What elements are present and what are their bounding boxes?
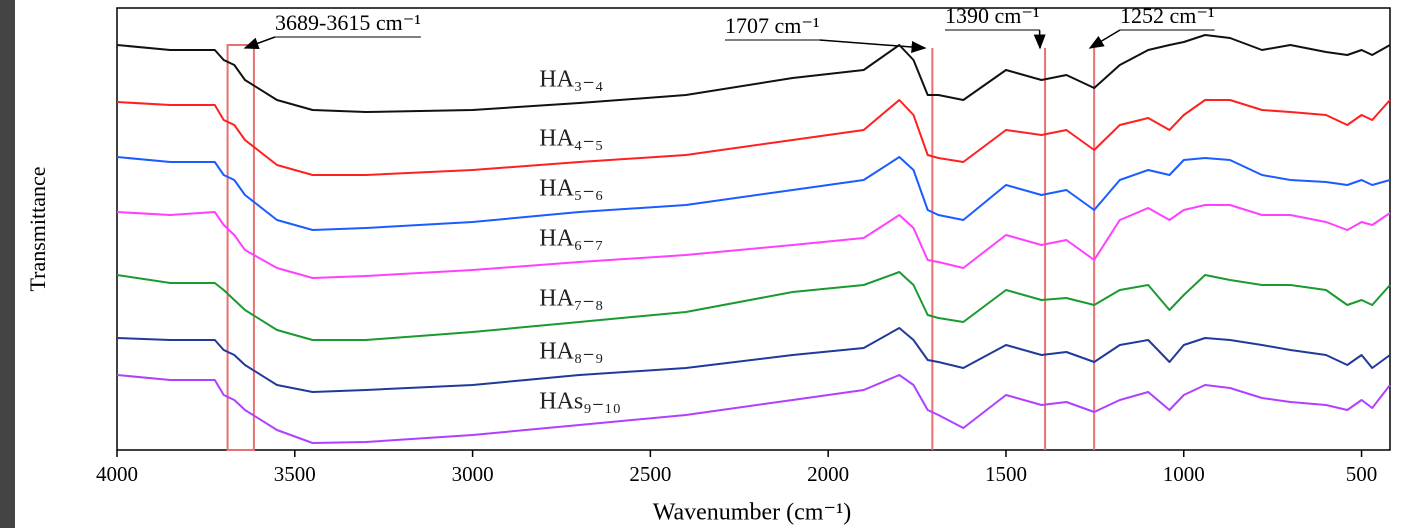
x-tick-label: 3500: [274, 462, 316, 486]
series-label: HA₄₋₅: [539, 126, 603, 152]
x-tick-label: 1500: [985, 462, 1027, 486]
band-marker: [226, 44, 255, 451]
spectrum-line: [116, 156, 1391, 231]
spectrum-line: [116, 204, 1391, 279]
annotation-arrow: [819, 39, 927, 53]
photo-strip: [0, 0, 15, 528]
y-axis-label: Transmittance: [25, 166, 50, 291]
series-label: HAs₉₋₁₀: [539, 389, 621, 415]
annotation-label: 1707 cm⁻¹: [725, 13, 820, 38]
series-label: HA₃₋₄: [539, 67, 603, 93]
series-label: HA₆₋₇: [539, 226, 603, 252]
x-tick-label: 500: [1346, 462, 1378, 486]
spectrum-line: [116, 271, 1391, 341]
x-tick-label: 4000: [96, 462, 138, 486]
spectrum-line: [116, 34, 1391, 113]
annotation-label: 3689-3615 cm⁻¹: [275, 10, 421, 35]
plot-frame: [116, 7, 1391, 451]
annotation-label: 1390 cm⁻¹: [945, 3, 1040, 28]
annotation-arrow: [243, 36, 276, 49]
spectrum-line: [116, 99, 1391, 176]
x-axis-label: Wavenumber (cm⁻¹): [653, 500, 852, 526]
annotation-label: 1252 cm⁻¹: [1120, 3, 1215, 28]
series-label: HA₈₋₉: [539, 339, 603, 365]
x-tick-label: 2000: [807, 462, 849, 486]
spectrum-line: [116, 327, 1391, 393]
series-label: HA₇₋₈: [539, 286, 603, 312]
x-tick-label: 3000: [452, 462, 494, 486]
series-label: HA₅₋₆: [539, 176, 603, 202]
x-tick-label: 2500: [629, 462, 671, 486]
annotation-arrow: [1088, 29, 1121, 49]
spectrum-line: [116, 374, 1391, 444]
x-tick-label: 1000: [1163, 462, 1205, 486]
